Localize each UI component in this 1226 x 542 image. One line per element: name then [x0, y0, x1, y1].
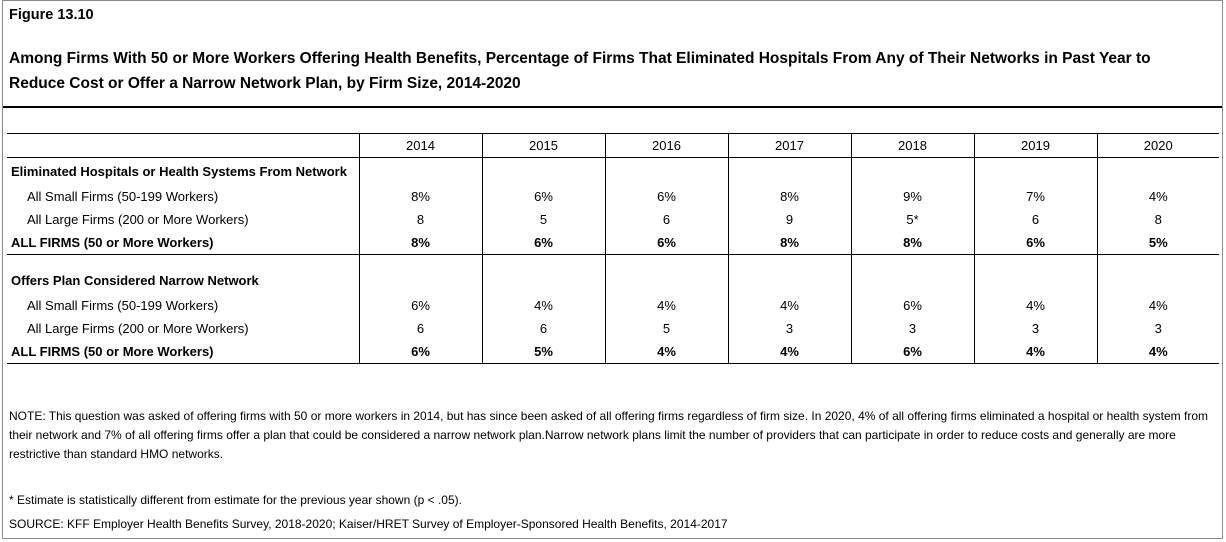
- cell-value: 4%: [727, 294, 851, 317]
- data-table: 2014 2015 2016 2017 2018 2019 2020 Elimi…: [7, 133, 1219, 364]
- cell-value: 4%: [973, 340, 1097, 364]
- cell-value: 5: [481, 208, 605, 231]
- cell-value: 5*: [850, 208, 974, 231]
- cell-value: 8: [1096, 208, 1219, 231]
- cell-value: 8%: [358, 231, 482, 255]
- cell-value: 6%: [850, 340, 974, 364]
- cell-value: 4%: [604, 294, 728, 317]
- cell-value: 6: [481, 317, 605, 340]
- cell-value: 6%: [973, 231, 1097, 255]
- cell-value: 4%: [727, 340, 851, 364]
- cell-value: 8%: [850, 231, 974, 255]
- year-header: 2014: [358, 133, 482, 158]
- year-header: 2015: [481, 133, 605, 158]
- table-row: All Large Firms (200 or More Workers) 6 …: [7, 317, 1219, 340]
- year-header: 2019: [973, 133, 1097, 158]
- cell-value: 9%: [850, 185, 974, 208]
- cell-value: 6%: [604, 231, 728, 255]
- footnote-text: * Estimate is statistically different fr…: [9, 493, 462, 507]
- figure-label: Figure 13.10: [9, 7, 94, 23]
- cell-value: 3: [727, 317, 851, 340]
- cell-value: 9: [727, 208, 851, 231]
- cell-value: 7%: [973, 185, 1097, 208]
- table-row: All Small Firms (50-199 Workers) 8% 6% 6…: [7, 185, 1219, 208]
- total-row: ALL FIRMS (50 or More Workers) 8% 6% 6% …: [7, 231, 1219, 255]
- section-heading-row: Eliminated Hospitals or Health Systems F…: [7, 157, 1219, 185]
- cell-value: 4%: [481, 294, 605, 317]
- cell-value: 4%: [1096, 294, 1219, 317]
- cell-value: 6%: [481, 185, 605, 208]
- section-heading: Offers Plan Considered Narrow Network: [11, 272, 259, 288]
- table-row: All Large Firms (200 or More Workers) 8 …: [7, 208, 1219, 231]
- year-header: 2020: [1096, 133, 1219, 158]
- title-divider: [3, 106, 1222, 108]
- cell-value: 4%: [604, 340, 728, 364]
- total-row: ALL FIRMS (50 or More Workers) 6% 5% 4% …: [7, 340, 1219, 364]
- cell-value: 5%: [1096, 231, 1219, 255]
- header-blank-cell: [7, 133, 359, 158]
- cell-value: 5%: [481, 340, 605, 364]
- year-header: 2017: [727, 133, 851, 158]
- year-header: 2016: [604, 133, 728, 158]
- cell-value: 4%: [1096, 340, 1219, 364]
- cell-value: 6: [604, 208, 728, 231]
- cell-value: 8%: [727, 185, 851, 208]
- cell-value: 6%: [850, 294, 974, 317]
- cell-value: 6%: [604, 185, 728, 208]
- cell-value: 8%: [727, 231, 851, 255]
- cell-value: 3: [850, 317, 974, 340]
- cell-value: 5: [604, 317, 728, 340]
- row-label: All Large Firms (200 or More Workers): [27, 321, 249, 336]
- section-heading-row: Offers Plan Considered Narrow Network: [7, 267, 1219, 294]
- cell-value: 4%: [973, 294, 1097, 317]
- section-heading: Eliminated Hospitals or Health Systems F…: [11, 163, 347, 179]
- row-label: All Small Firms (50-199 Workers): [27, 189, 219, 204]
- cell-value: 6%: [358, 294, 482, 317]
- total-label: ALL FIRMS (50 or More Workers): [7, 340, 359, 364]
- year-header: 2018: [850, 133, 974, 158]
- row-label: All Large Firms (200 or More Workers): [27, 212, 249, 227]
- cell-value: 4%: [1096, 185, 1219, 208]
- cell-value: 6%: [481, 231, 605, 255]
- cell-value: 3: [973, 317, 1097, 340]
- table-row: All Small Firms (50-199 Workers) 6% 4% 4…: [7, 294, 1219, 317]
- cell-value: 8%: [358, 185, 482, 208]
- figure-title: Among Firms With 50 or More Workers Offe…: [9, 50, 1151, 92]
- cell-value: 6: [973, 208, 1097, 231]
- header-row: 2014 2015 2016 2017 2018 2019 2020: [7, 133, 1219, 158]
- total-label: ALL FIRMS (50 or More Workers): [7, 231, 359, 255]
- row-label: All Small Firms (50-199 Workers): [27, 298, 219, 313]
- cell-value: 6%: [358, 340, 482, 364]
- cell-value: 3: [1096, 317, 1219, 340]
- note-text: NOTE: This question was asked of offerin…: [9, 409, 1208, 461]
- cell-value: 8: [358, 208, 482, 231]
- source-text: SOURCE: KFF Employer Health Benefits Sur…: [9, 517, 728, 531]
- cell-value: 6: [358, 317, 482, 340]
- section-gap: [7, 254, 1219, 267]
